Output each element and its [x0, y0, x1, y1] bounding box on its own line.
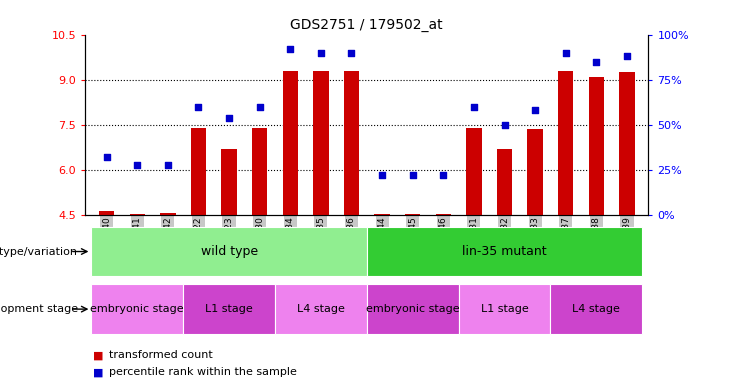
- Text: L4 stage: L4 stage: [297, 304, 345, 314]
- Point: [591, 59, 602, 65]
- Text: ■: ■: [93, 367, 103, 377]
- Point: [529, 107, 541, 113]
- Text: ■: ■: [93, 350, 103, 360]
- Bar: [374, 214, 390, 215]
- Bar: [275, 284, 367, 334]
- Bar: [436, 214, 451, 215]
- Bar: [222, 149, 236, 215]
- Bar: [459, 284, 551, 334]
- Point: [468, 104, 480, 110]
- Text: percentile rank within the sample: percentile rank within the sample: [109, 367, 297, 377]
- Bar: [91, 284, 183, 334]
- Point: [193, 104, 205, 110]
- Point: [131, 161, 143, 167]
- Point: [345, 50, 357, 56]
- Point: [621, 53, 633, 59]
- Text: wild type: wild type: [201, 245, 258, 258]
- Text: L1 stage: L1 stage: [481, 304, 528, 314]
- Bar: [91, 227, 367, 276]
- Title: GDS2751 / 179502_at: GDS2751 / 179502_at: [290, 18, 443, 32]
- Point: [437, 172, 449, 179]
- Text: transformed count: transformed count: [109, 350, 213, 360]
- Text: embryonic stage: embryonic stage: [366, 304, 459, 314]
- Bar: [497, 149, 512, 215]
- Point: [499, 122, 511, 128]
- Bar: [367, 227, 642, 276]
- Bar: [551, 284, 642, 334]
- Point: [253, 104, 265, 110]
- Point: [223, 114, 235, 121]
- Bar: [282, 71, 298, 215]
- Point: [407, 172, 419, 179]
- Bar: [367, 284, 459, 334]
- Bar: [160, 213, 176, 215]
- Bar: [183, 284, 275, 334]
- Bar: [313, 71, 328, 215]
- Bar: [191, 128, 206, 215]
- Bar: [130, 214, 145, 215]
- Bar: [99, 210, 114, 215]
- Text: genotype/variation: genotype/variation: [0, 247, 78, 257]
- Bar: [466, 128, 482, 215]
- Point: [101, 154, 113, 161]
- Point: [376, 172, 388, 179]
- Text: L1 stage: L1 stage: [205, 304, 253, 314]
- Bar: [619, 72, 634, 215]
- Bar: [405, 214, 420, 215]
- Point: [285, 46, 296, 52]
- Point: [162, 161, 174, 167]
- Bar: [528, 129, 542, 215]
- Text: lin-35 mutant: lin-35 mutant: [462, 245, 547, 258]
- Bar: [558, 71, 574, 215]
- Bar: [588, 77, 604, 215]
- Bar: [252, 128, 268, 215]
- Point: [559, 50, 571, 56]
- Text: embryonic stage: embryonic stage: [90, 304, 184, 314]
- Text: L4 stage: L4 stage: [572, 304, 620, 314]
- Text: development stage: development stage: [0, 304, 78, 314]
- Point: [315, 50, 327, 56]
- Bar: [344, 71, 359, 215]
